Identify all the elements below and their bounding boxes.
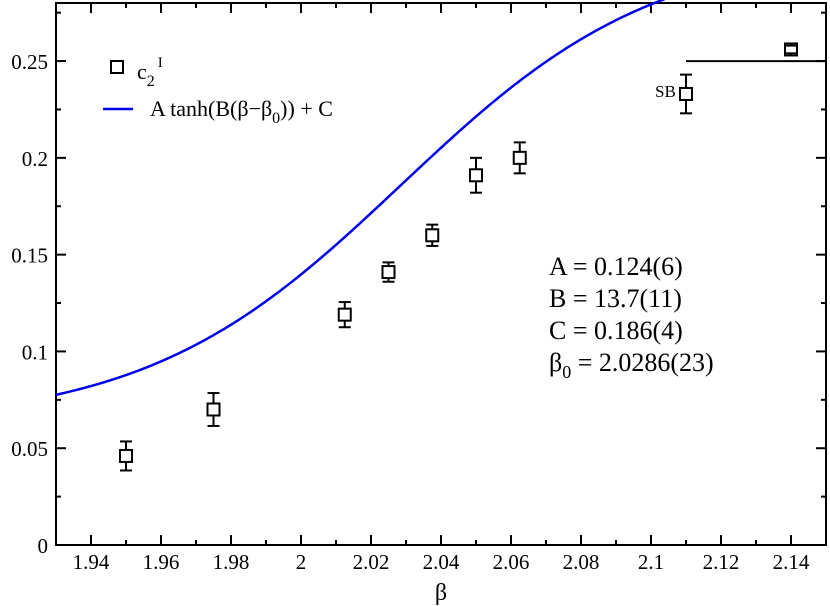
plot-frame bbox=[55, 2, 827, 546]
square-marker bbox=[425, 228, 440, 243]
y-tick-label: 0.05 bbox=[11, 437, 48, 461]
fit-curve bbox=[55, 0, 666, 397]
fit-curve-layer bbox=[55, 0, 666, 397]
x-tick-label: 2.02 bbox=[353, 550, 390, 574]
square-marker bbox=[381, 265, 396, 280]
square-marker bbox=[512, 150, 527, 165]
annotation-line-c: C = 0.186(4) bbox=[549, 316, 683, 345]
data-point bbox=[512, 141, 527, 175]
y-tick-label: 0.15 bbox=[11, 244, 48, 268]
data-point bbox=[206, 392, 221, 427]
legend-label-fit: A tanh(B(β−β0)) + C bbox=[150, 96, 333, 127]
square-marker bbox=[337, 307, 352, 322]
x-tick-label: 1.98 bbox=[213, 550, 250, 574]
data-point bbox=[119, 440, 133, 472]
y-tick-label: 0.1 bbox=[22, 340, 48, 364]
data-point bbox=[425, 223, 440, 247]
data-point bbox=[337, 301, 352, 329]
data-points-layer bbox=[119, 42, 798, 472]
y-tick-label: 0.25 bbox=[11, 50, 48, 74]
fit-parameters-annotation: A = 0.124(6) B = 13.7(11) C = 0.186(4) β… bbox=[549, 252, 714, 382]
square-marker bbox=[784, 42, 798, 57]
square-marker bbox=[679, 86, 693, 101]
x-tick-label: 1.96 bbox=[143, 550, 180, 574]
x-tick-label: 2.1 bbox=[638, 550, 664, 574]
sb-label: SB bbox=[655, 82, 676, 101]
sb-reference-layer: SB bbox=[655, 60, 826, 101]
x-tick-label: 2.12 bbox=[703, 550, 740, 574]
legend-label-c2: c2I bbox=[137, 55, 163, 90]
data-point bbox=[469, 156, 483, 194]
y-tick-label: 0 bbox=[38, 534, 49, 558]
legend: c2I A tanh(B(β−β0)) + C bbox=[103, 55, 333, 127]
x-tick-label: 2.08 bbox=[563, 550, 600, 574]
x-tick-label: 2 bbox=[296, 550, 307, 574]
annotation-line-a: A = 0.124(6) bbox=[549, 252, 683, 281]
data-point bbox=[784, 42, 798, 57]
data-point bbox=[679, 73, 693, 115]
x-tick-label: 2.06 bbox=[493, 550, 530, 574]
x-tick-label: 2.14 bbox=[773, 550, 810, 574]
x-axis-label: β bbox=[435, 580, 447, 606]
legend-marker-square bbox=[110, 60, 124, 74]
x-tick-label: 2.04 bbox=[423, 550, 460, 574]
square-marker bbox=[469, 168, 483, 183]
data-point bbox=[381, 261, 396, 283]
x-tick-label: 1.94 bbox=[73, 550, 110, 574]
annotation-line-beta0: β0 = 2.0286(23) bbox=[549, 348, 714, 382]
y-tick-label: 0.2 bbox=[22, 147, 48, 171]
annotation-line-b: B = 13.7(11) bbox=[549, 284, 682, 313]
axis-ticks: 1.94 1.96 1.98 2 2.02 2.04 2.06 2.08 2.1 2.12 2.14… bbox=[11, 3, 826, 574]
square-marker bbox=[206, 402, 221, 417]
square-marker bbox=[119, 448, 133, 463]
